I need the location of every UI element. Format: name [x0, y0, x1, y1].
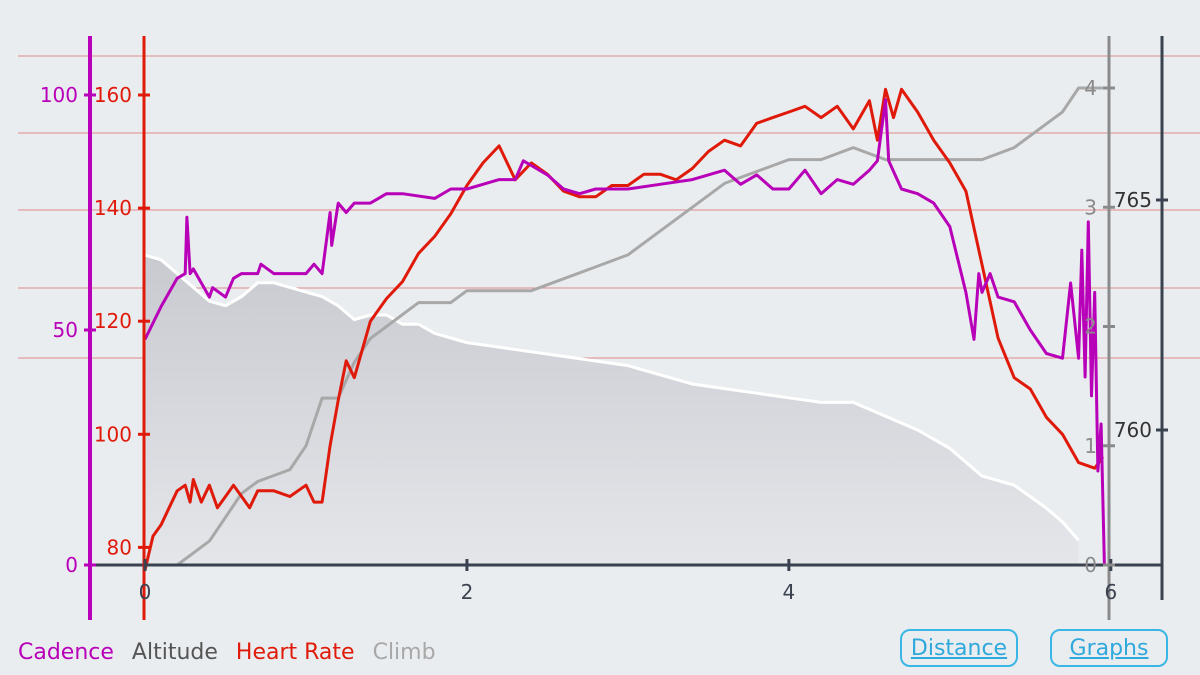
legend: Cadence Altitude Heart Rate Climb	[18, 640, 436, 665]
heart-rate-tick-label: 100	[94, 422, 132, 446]
cadence-tick-label: 100	[40, 83, 78, 107]
climb-tick-label: 2	[1084, 315, 1097, 339]
altitude-tick-label: 765	[1114, 188, 1152, 212]
distance-button[interactable]: Distance	[900, 629, 1018, 667]
legend-cadence: Cadence	[18, 640, 114, 665]
cadence-tick-label: 50	[53, 318, 78, 342]
climb-tick-label: 1	[1084, 434, 1097, 458]
heart-rate-tick-label: 120	[94, 309, 132, 333]
series-lines	[143, 86, 1106, 571]
x-tick-label: 4	[783, 580, 796, 604]
heart-rate-tick-label: 140	[94, 196, 132, 220]
cadence-line	[143, 98, 1106, 566]
legend-altitude: Altitude	[131, 640, 218, 665]
heart-rate-tick-label: 80	[107, 535, 132, 559]
legend-heart-rate: Heart Rate	[235, 640, 355, 665]
x-tick-label: 6	[1104, 580, 1117, 604]
climb-line	[145, 86, 1103, 567]
x-tick-label: 2	[461, 580, 474, 604]
altitude-area	[144, 253, 1080, 565]
climb-tick-label: 0	[1084, 553, 1097, 577]
x-tick-label: 0	[139, 580, 152, 604]
climb-tick-label: 3	[1084, 195, 1097, 219]
heart-rate-tick-label: 160	[94, 83, 132, 107]
legend-climb: Climb	[372, 640, 436, 665]
cadence-tick-label: 0	[65, 553, 78, 577]
graphs-button[interactable]: Graphs	[1050, 629, 1168, 667]
climb-tick-label: 4	[1084, 76, 1097, 100]
altitude-tick-label: 760	[1114, 418, 1152, 442]
altitude-fill	[145, 255, 1079, 565]
altitude-line	[144, 253, 1080, 542]
